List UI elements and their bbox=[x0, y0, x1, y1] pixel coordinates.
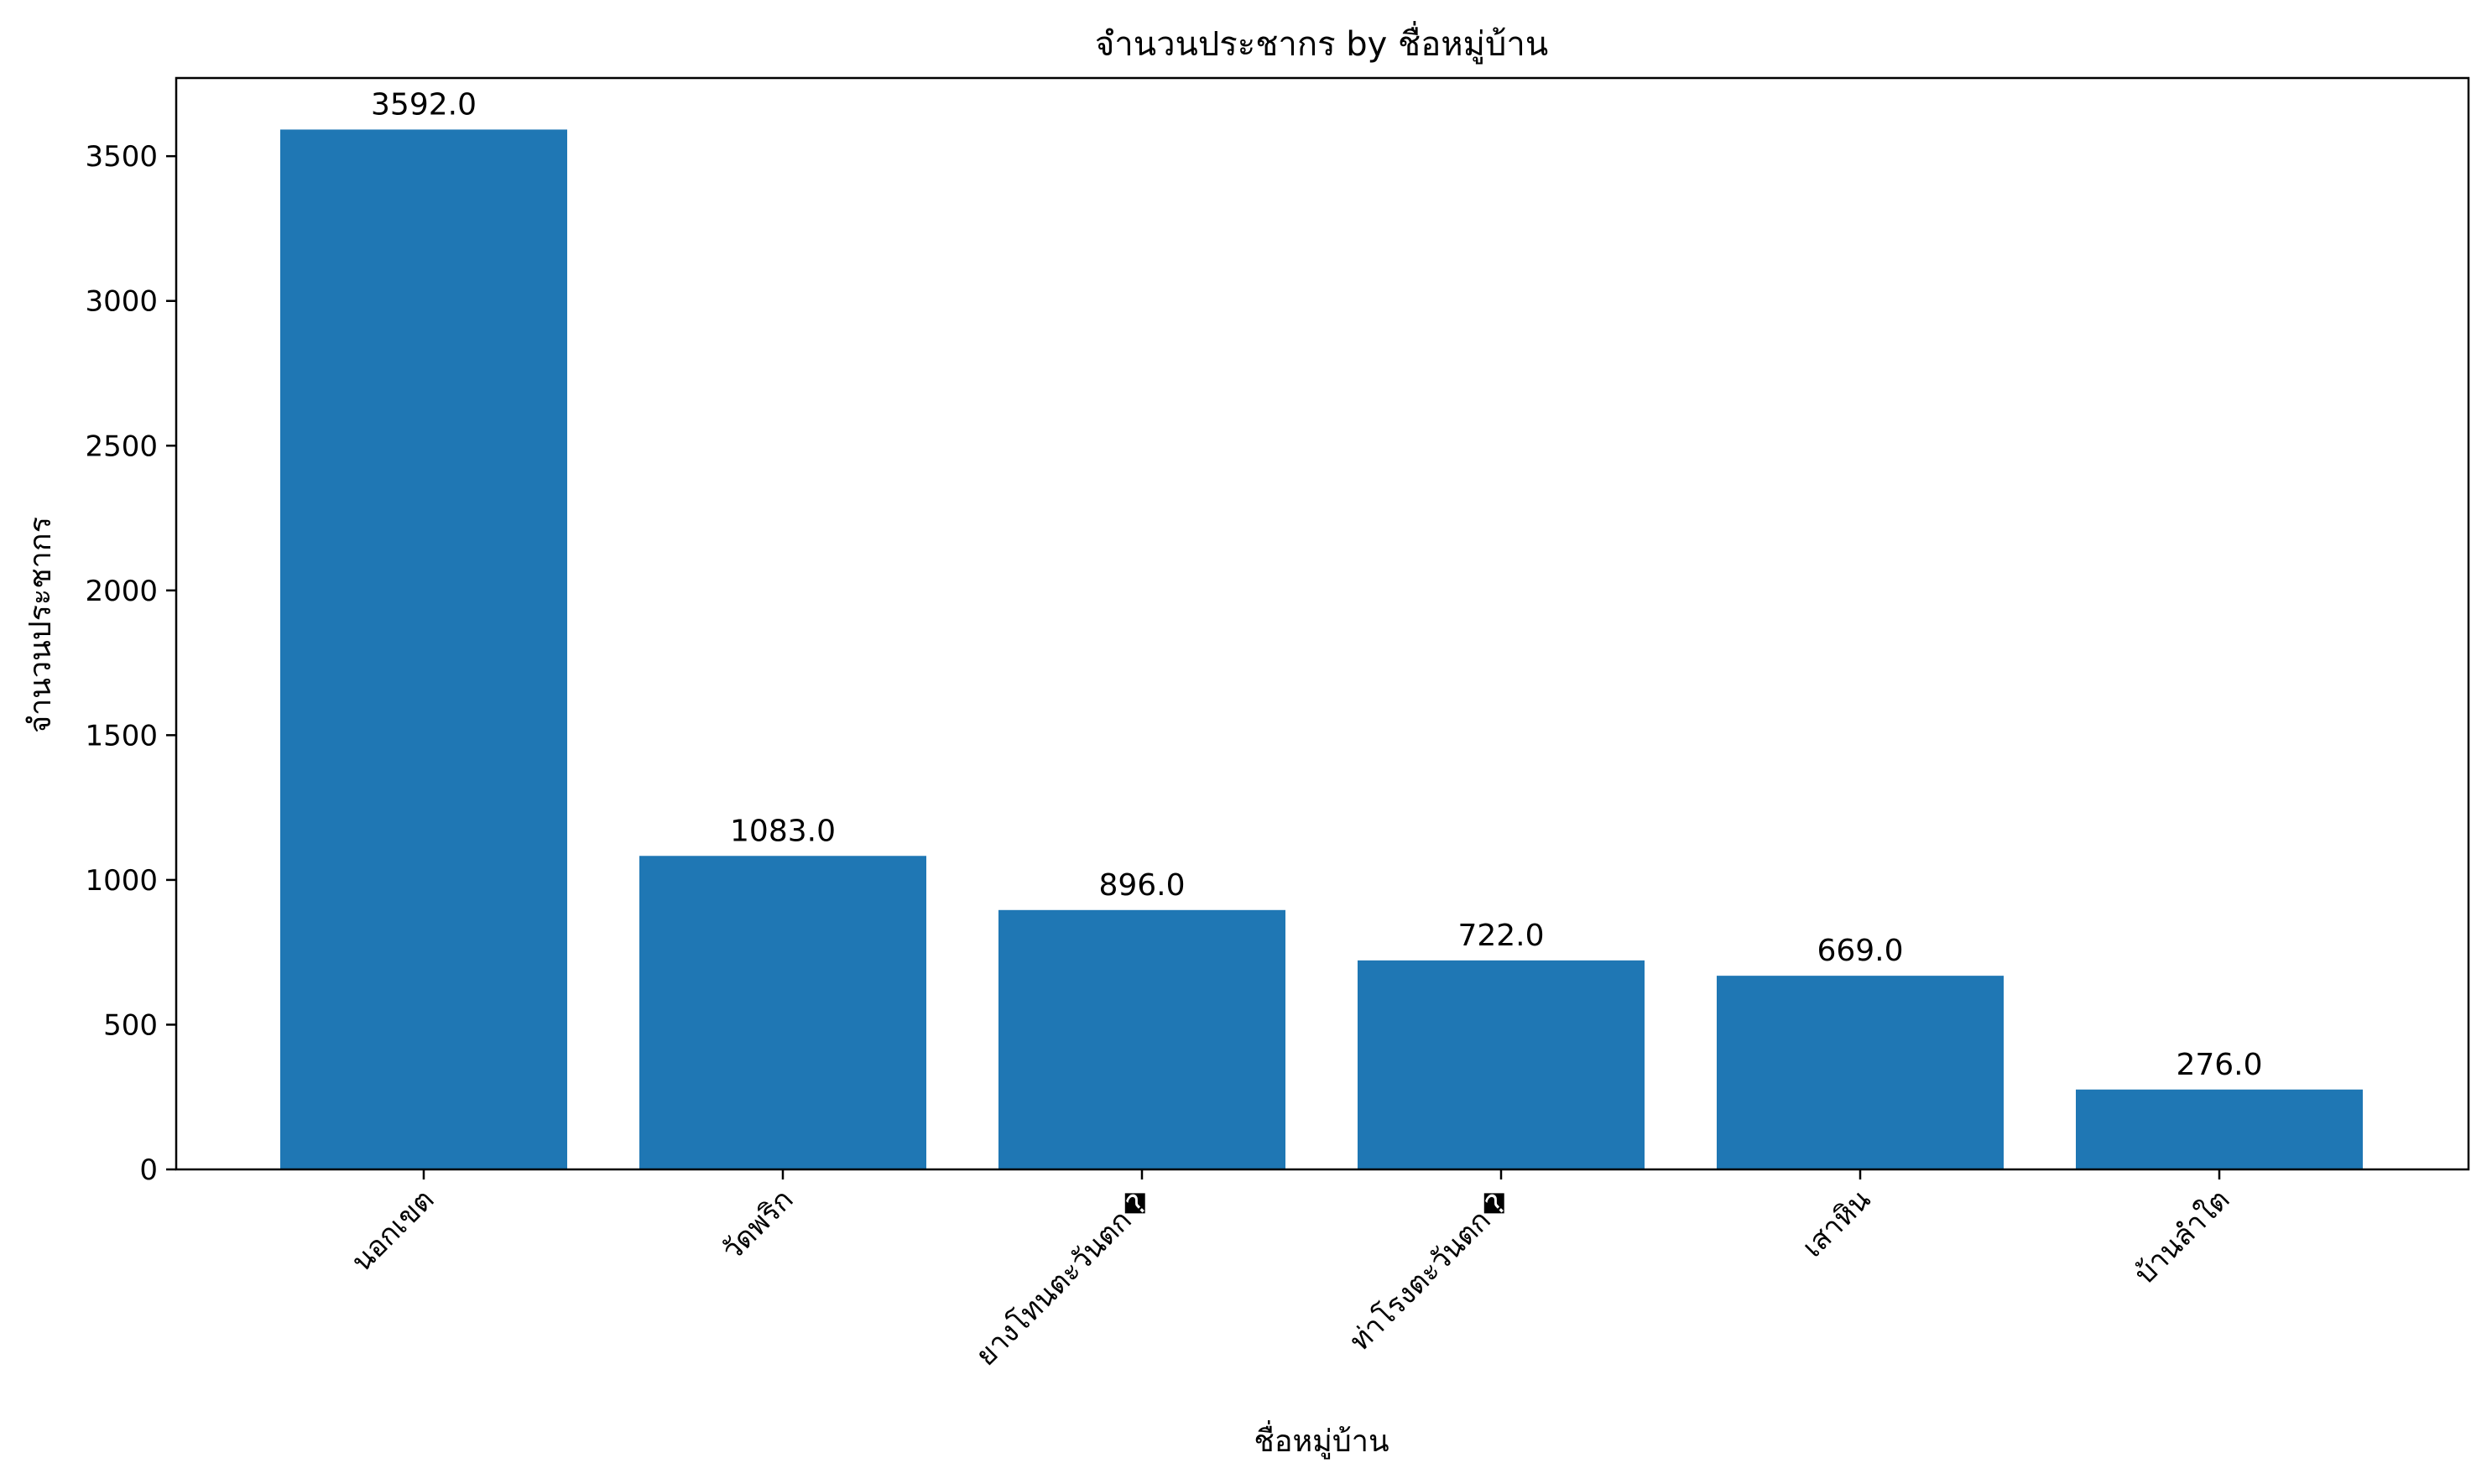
y-tick-label: 500 bbox=[103, 1008, 158, 1042]
bar bbox=[998, 909, 1285, 1169]
y-tick-label: 1500 bbox=[85, 719, 158, 752]
bar bbox=[280, 129, 567, 1170]
y-axis-label: จำนวนประชากร bbox=[23, 517, 58, 733]
y-tick-label: 1000 bbox=[85, 864, 158, 898]
y-tick-label: 3500 bbox=[85, 140, 158, 174]
x-axis-label: ชื่อหมู่บ้าน bbox=[1254, 1420, 1389, 1460]
bar bbox=[2076, 1089, 2363, 1169]
y-tick-label: 2500 bbox=[85, 430, 158, 463]
bar-value-label: 896.0 bbox=[1098, 868, 1185, 903]
bar-value-label: 669.0 bbox=[1817, 934, 1903, 968]
bar bbox=[1358, 960, 1645, 1169]
plot-area: 3592.0 1083.0 896.0 722.0 669.0 276.0 bbox=[175, 76, 2470, 1171]
bar-value-label: 1083.0 bbox=[730, 814, 836, 848]
bar-value-label: 3592.0 bbox=[371, 87, 477, 122]
y-axis: 0 500 1000 1500 2000 2500 3000 3500 bbox=[85, 140, 176, 1187]
chart-title: จำนวนประชากร by ชื่อหมู่บ้าน bbox=[1095, 21, 1548, 64]
y-tick-label: 2000 bbox=[85, 575, 158, 608]
bar-value-label: 276.0 bbox=[2176, 1048, 2262, 1082]
bar-value-label: 722.0 bbox=[1457, 919, 1544, 953]
y-tick-label: 0 bbox=[139, 1153, 158, 1187]
y-tick-label: 3000 bbox=[85, 285, 158, 319]
plot-frame bbox=[175, 76, 2470, 1171]
bar bbox=[639, 856, 926, 1169]
bars bbox=[280, 129, 2363, 1170]
value-labels: 3592.0 1083.0 896.0 722.0 669.0 276.0 bbox=[371, 87, 2263, 1081]
bar bbox=[1717, 976, 2004, 1169]
